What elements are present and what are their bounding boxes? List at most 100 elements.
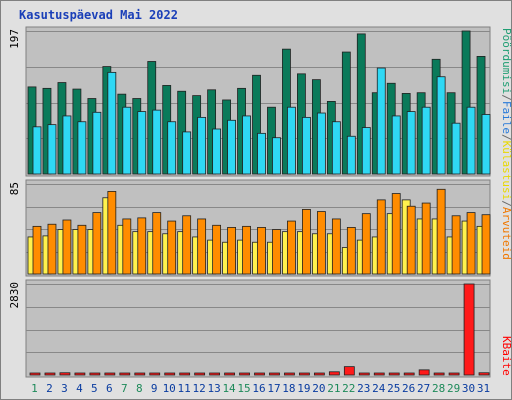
panel-hits: 197 (8, 26, 491, 177)
bar-kbytes-KBaite-13 (209, 372, 221, 376)
bar-kbytes-KBaite-28 (433, 372, 445, 376)
bar-kbytes-KBaite-9 (149, 372, 161, 376)
bar-visits-Arvuteid-1 (32, 225, 42, 275)
x-tick-label: 5 (91, 382, 98, 395)
bar-hits-Pöördumisi-23 (356, 33, 366, 175)
x-tick-label: 22 (342, 382, 355, 395)
bar-kbytes-KBaite-27 (418, 369, 430, 376)
bar-hits-Pöördumisi-30 (461, 30, 471, 175)
bar-hits-Faile-29 (451, 122, 461, 175)
x-tick-label: 16 (252, 382, 265, 395)
bar-hits-Faile-16 (257, 132, 266, 175)
x-tick-label: 2 (46, 382, 53, 395)
x-tick-label: 25 (387, 382, 400, 395)
bar-visits-Arvuteid-11 (182, 215, 192, 275)
x-tick-label: 7 (121, 382, 128, 395)
bar-visits-Arvuteid-13 (212, 224, 222, 275)
bar-kbytes-KBaite-2 (44, 372, 56, 376)
bar-hits-Faile-5 (92, 111, 102, 175)
bar-hits-Faile-1 (32, 126, 42, 175)
bar-hits-Faile-19 (302, 116, 311, 175)
bar-kbytes-KBaite-16 (254, 372, 265, 376)
bar-visits-Arvuteid-8 (137, 217, 147, 275)
chart-title: Kasutuspäevad Mai 2022 (19, 8, 178, 22)
bar-visits-Arvuteid-15 (242, 225, 251, 275)
bar-hits-Faile-11 (182, 131, 192, 175)
bar-hits-Faile-12 (197, 116, 207, 175)
bar-visits-Arvuteid-28 (436, 188, 446, 275)
bar-hits-Faile-15 (242, 115, 251, 175)
x-tick-label: 21 (327, 382, 340, 395)
legend-labels: Pöördumisi/Faile/Külastusi/Arvuteid KBait… (500, 28, 512, 376)
bar-visits-Arvuteid-5 (92, 212, 102, 275)
bar-visits-Arvuteid-24 (376, 199, 386, 275)
x-tick-label: 6 (106, 382, 113, 395)
x-tick-label: 9 (151, 382, 158, 395)
legend-kbytes: KBaite (500, 336, 512, 376)
bar-kbytes-KBaite-10 (164, 372, 176, 376)
x-tick-label: 31 (477, 382, 490, 395)
bar-kbytes-KBaite-31 (478, 372, 490, 376)
x-tick-label: 18 (282, 382, 295, 395)
bar-visits-Arvuteid-10 (167, 220, 177, 275)
legend-entry: Külastusi (500, 141, 512, 201)
bar-hits-Faile-20 (316, 112, 326, 175)
x-tick-label: 8 (136, 382, 143, 395)
bar-hits-Faile-27 (421, 106, 431, 175)
bar-visits-Arvuteid-18 (287, 220, 296, 275)
bar-kbytes-KBaite-23 (358, 372, 370, 376)
bar-hits-Faile-8 (137, 111, 147, 175)
series-KBaite (29, 283, 490, 376)
x-tick-label: 29 (447, 382, 460, 395)
x-tick-label: 15 (237, 382, 250, 395)
ymax-label-visits: 85 (8, 182, 21, 195)
bar-hits-Pöördumisi-16 (252, 74, 261, 175)
bar-visits-Arvuteid-29 (451, 215, 461, 275)
bar-visits-Arvuteid-22 (346, 227, 356, 275)
bar-visits-Arvuteid-31 (481, 214, 491, 275)
bar-hits-Faile-21 (331, 121, 341, 175)
bar-visits-Arvuteid-19 (302, 209, 311, 275)
bar-kbytes-KBaite-11 (179, 372, 191, 376)
bar-hits-Faile-22 (346, 135, 356, 175)
bar-hits-Faile-24 (376, 67, 386, 175)
x-tick-label: 24 (372, 382, 386, 395)
legend-entry: / (500, 94, 512, 101)
x-tick-label: 26 (402, 382, 415, 395)
bar-hits-Faile-13 (212, 128, 222, 175)
bar-visits-Arvuteid-12 (197, 218, 207, 275)
x-tick-label: 13 (207, 382, 220, 395)
bar-kbytes-KBaite-29 (448, 372, 460, 376)
x-tick-label: 20 (312, 382, 325, 395)
bar-kbytes-KBaite-1 (29, 372, 41, 376)
bar-visits-Arvuteid-30 (466, 212, 476, 275)
bar-kbytes-KBaite-25 (388, 372, 400, 376)
bar-kbytes-KBaite-4 (74, 372, 86, 376)
bar-hits-Faile-4 (77, 121, 87, 175)
bar-kbytes-KBaite-3 (59, 372, 71, 376)
x-tick-label: 27 (417, 382, 430, 395)
x-tick-label: 10 (163, 382, 176, 395)
chart-panels: 197 85 2830 (8, 26, 491, 378)
bar-kbytes-KBaite-19 (299, 372, 310, 376)
x-axis-labels: 1 2 3 4 5 6 7 8 9 10 11 12 13 14 15 16 17 18 19 20 21 22 23 24 2… (31, 382, 490, 395)
x-tick-label: 12 (193, 382, 206, 395)
bar-kbytes-KBaite-5 (89, 372, 101, 376)
bar-visits-Arvuteid-6 (107, 191, 117, 275)
x-tick-label: 30 (462, 382, 475, 395)
x-tick-label: 19 (297, 382, 310, 395)
bar-visits-Arvuteid-2 (47, 223, 57, 275)
legend-hits-visits: Pöördumisi/Faile/Külastusi/Arvuteid (500, 28, 512, 260)
panel-kbytes: 2830 (8, 279, 491, 378)
bar-hits-Faile-14 (227, 119, 236, 175)
bar-kbytes-KBaite-24 (373, 372, 385, 376)
x-tick-label: 23 (357, 382, 370, 395)
legend-entry: Faile (500, 101, 512, 134)
legend-entry: / (500, 134, 512, 141)
bar-visits-Arvuteid-21 (331, 218, 341, 275)
bar-kbytes-KBaite-7 (119, 372, 131, 376)
bar-visits-Arvuteid-17 (272, 229, 281, 275)
bar-kbytes-KBaite-12 (194, 372, 206, 376)
bar-hits-Faile-3 (62, 115, 72, 175)
